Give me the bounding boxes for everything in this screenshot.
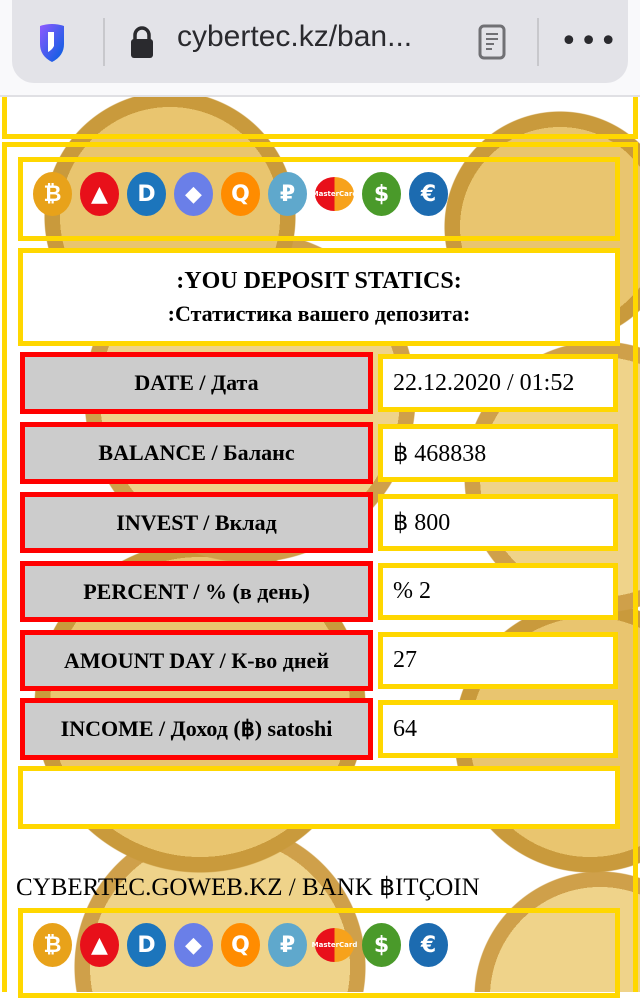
row-label: DATE / Дата bbox=[20, 352, 373, 414]
title-en: :YOU DEPOSIT STATICS: bbox=[176, 268, 462, 294]
euro-icon: € bbox=[409, 172, 448, 216]
row-value: ฿ 468838 bbox=[378, 424, 618, 482]
main-frame bbox=[2, 142, 638, 992]
row-value: ฿ 800 bbox=[378, 494, 618, 551]
browser-toolbar: cybertec.kz/ban... ••• bbox=[0, 0, 640, 97]
reader-icon[interactable] bbox=[478, 24, 506, 60]
row-value: 27 bbox=[378, 632, 618, 689]
currency-icons-panel-bottom: ₿ ▲ D ◆ Q ₽ MasterCard $ € bbox=[18, 908, 620, 998]
more-icon[interactable]: ••• bbox=[560, 24, 620, 59]
row-label: PERCENT / % (в день) bbox=[20, 561, 373, 622]
dollar-icon: $ bbox=[362, 172, 401, 216]
shield-icon[interactable] bbox=[38, 22, 66, 62]
stats-header: :YOU DEPOSIT STATICS: :Статистика вашего… bbox=[18, 248, 620, 346]
dash-icon: D bbox=[127, 923, 166, 967]
bitcoin-icon: ₿ bbox=[33, 923, 72, 967]
currency-icons-panel: ₿ ▲ D ◆ Q ₽ MasterCard $ € bbox=[18, 157, 620, 241]
divider bbox=[537, 18, 539, 66]
row-value: 22.12.2020 / 01:52 bbox=[378, 354, 618, 412]
address-bar[interactable] bbox=[12, 0, 628, 83]
row-label: INCOME / Доход (฿) satoshi bbox=[20, 698, 373, 760]
ethereum-icon: ◆ bbox=[174, 172, 213, 216]
title-ru: :Статистика вашего депозита: bbox=[167, 301, 471, 326]
qiwi-icon: Q bbox=[221, 172, 260, 216]
row-label: INVEST / Вклад bbox=[20, 492, 373, 553]
row-value: 64 bbox=[378, 700, 618, 758]
row-label: AMOUNT DAY / К-во дней bbox=[20, 630, 373, 691]
ruble-icon: ₽ bbox=[268, 172, 307, 216]
dollar-icon: $ bbox=[362, 923, 401, 967]
url-text[interactable]: cybertec.kz/ban... bbox=[177, 20, 413, 53]
bitcoin-icon: ₿ bbox=[33, 172, 72, 216]
ark-icon: ▲ bbox=[80, 923, 119, 967]
footer-text: CYBERTEC.GOWEB.KZ / BANK ฿ITÇOIN bbox=[16, 874, 480, 901]
euro-icon: € bbox=[409, 923, 448, 967]
ethereum-icon: ◆ bbox=[174, 923, 213, 967]
empty-panel bbox=[18, 766, 620, 829]
lock-icon bbox=[131, 26, 153, 58]
top-frame bbox=[2, 97, 638, 139]
ruble-icon: ₽ bbox=[268, 923, 307, 967]
mastercard-icon: MasterCard bbox=[312, 177, 357, 211]
qiwi-icon: Q bbox=[221, 923, 260, 967]
ark-icon: ▲ bbox=[80, 172, 119, 216]
divider bbox=[103, 18, 105, 66]
row-label: BALANCE / Баланс bbox=[20, 422, 373, 484]
row-value: % 2 bbox=[378, 563, 618, 620]
dash-icon: D bbox=[127, 172, 166, 216]
mastercard-icon: MasterCard bbox=[312, 928, 357, 962]
